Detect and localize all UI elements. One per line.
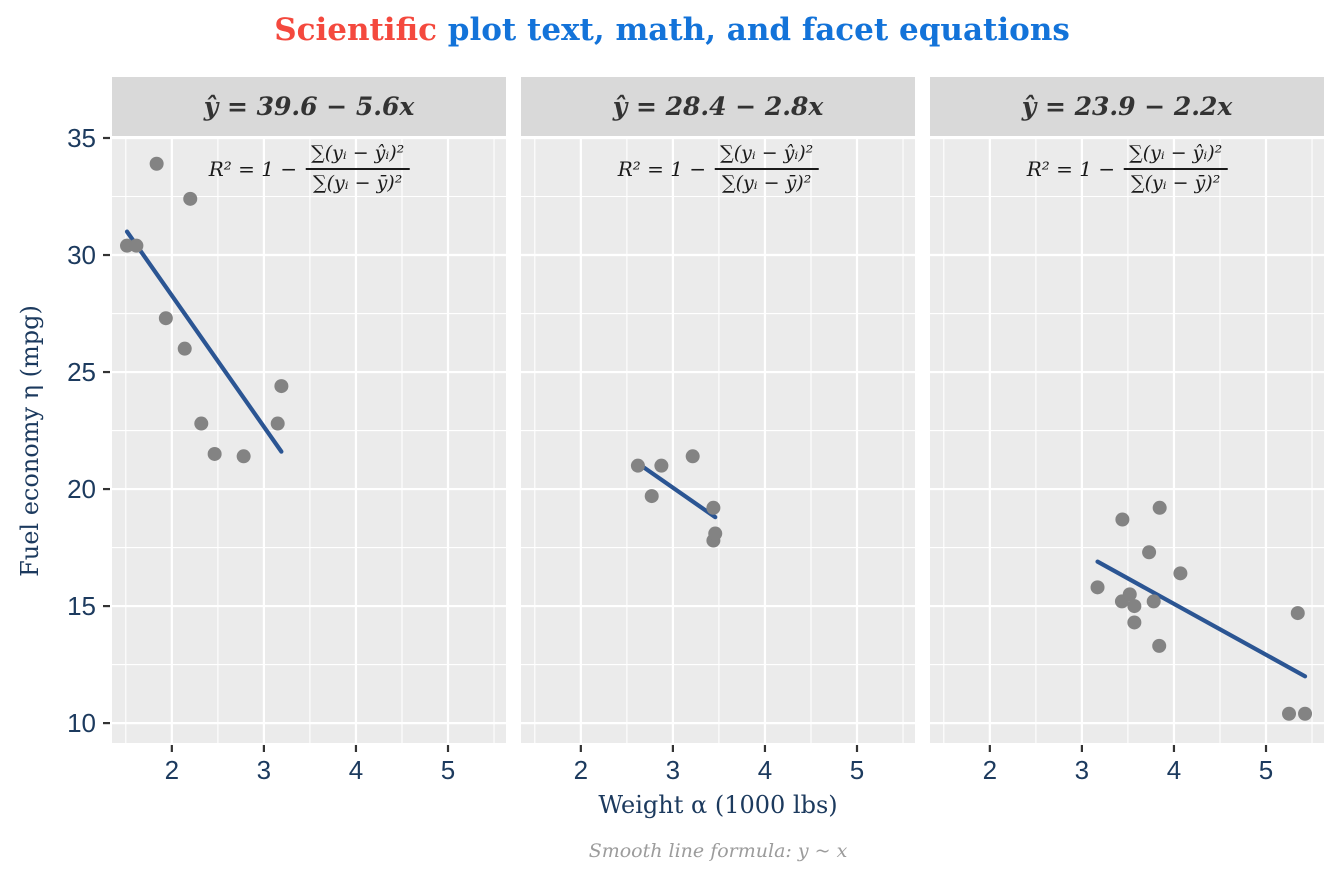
r-squared-lead: R² = 1 − <box>1026 156 1116 181</box>
data-point <box>1173 566 1188 581</box>
data-point <box>1090 580 1105 595</box>
fraction-denominator: ∑(yᵢ − ȳ)² <box>1131 171 1221 194</box>
data-point <box>270 416 285 431</box>
x-axis-ticks: 2 3 4 5 <box>983 745 1273 785</box>
data-point <box>1152 500 1167 515</box>
data-points <box>630 449 723 548</box>
major-gridlines <box>521 136 915 743</box>
data-point <box>183 191 198 206</box>
x-tick-label: 3 <box>257 755 271 785</box>
x-tick-label: 4 <box>1167 755 1181 785</box>
fraction-denominator: ∑(yᵢ − ȳ)² <box>313 171 403 194</box>
data-point <box>685 449 700 464</box>
smooth-line <box>635 461 718 520</box>
data-point <box>129 238 144 253</box>
data-point <box>207 446 222 461</box>
x-tick-label: 3 <box>666 755 680 785</box>
facet-1: 2 3 4 5 <box>112 136 506 785</box>
data-point <box>706 500 721 515</box>
data-points <box>120 156 289 464</box>
facet-strip-2: ŷ = 28.4 − 2.8x <box>521 77 915 136</box>
x-axis-ticks: 2 3 4 5 <box>165 745 455 785</box>
fraction-numerator: ∑(yᵢ − ŷᵢ)² <box>715 141 819 170</box>
data-point <box>654 458 669 473</box>
y-tick-label: 10 <box>67 708 96 738</box>
plot-title-rest: plot text, math, and facet equations <box>437 12 1070 48</box>
plot-title-highlight: Scientific <box>274 12 437 48</box>
facet-strip-3: ŷ = 23.9 − 2.2x <box>930 77 1324 136</box>
facet-equation-3: ŷ = 23.9 − 2.2x <box>1021 92 1233 121</box>
major-gridlines <box>112 136 506 743</box>
r-squared-annotation-3: R² = 1 − ∑(yᵢ − ŷᵢ)² ∑(yᵢ − ȳ)² <box>1027 141 1228 196</box>
y-axis-ticks: 10 15 20 25 30 35 <box>67 123 110 738</box>
y-tick-label: 20 <box>67 474 96 504</box>
data-point <box>1122 587 1137 602</box>
y-tick-label: 35 <box>67 123 96 153</box>
x-tick-label: 3 <box>1075 755 1089 785</box>
data-point <box>708 526 723 541</box>
x-tick-label: 2 <box>574 755 588 785</box>
minor-gridlines <box>521 138 915 743</box>
data-point <box>630 458 645 473</box>
x-tick-label: 4 <box>349 755 363 785</box>
fraction-denominator: ∑(yᵢ − ȳ)² <box>722 171 812 194</box>
r-squared-fraction: ∑(yᵢ − ŷᵢ)² ∑(yᵢ − ȳ)² <box>1124 141 1228 196</box>
plot-title: Scientific plot text, math, and facet eq… <box>0 12 1344 48</box>
smooth-line <box>124 229 284 454</box>
x-tick-label: 5 <box>1259 755 1273 785</box>
data-point <box>644 489 659 504</box>
data-point <box>158 311 173 326</box>
data-point <box>1115 512 1130 527</box>
x-tick-label: 4 <box>758 755 772 785</box>
x-axis-title: Weight α (1000 lbs) <box>598 791 838 819</box>
data-point <box>274 379 289 394</box>
facet-panel-2: R² = 1 − ∑(yᵢ − ŷᵢ)² ∑(yᵢ − ȳ)² <box>521 138 915 743</box>
facet-equation-2: ŷ = 28.4 − 2.8x <box>612 92 824 121</box>
x-tick-label: 2 <box>165 755 179 785</box>
x-tick-label: 5 <box>441 755 455 785</box>
r-squared-lead: R² = 1 − <box>617 156 707 181</box>
data-point <box>149 156 164 171</box>
data-point <box>1142 545 1157 560</box>
r-squared-annotation-2: R² = 1 − ∑(yᵢ − ŷᵢ)² ∑(yᵢ − ȳ)² <box>618 141 819 196</box>
r-squared-fraction: ∑(yᵢ − ŷᵢ)² ∑(yᵢ − ȳ)² <box>715 141 819 196</box>
data-point <box>1127 599 1142 614</box>
data-point <box>1282 706 1297 721</box>
data-point <box>1298 706 1313 721</box>
x-axis-ticks: 2 3 4 5 <box>574 745 864 785</box>
data-point <box>236 449 251 464</box>
data-point <box>1290 606 1305 621</box>
fraction-numerator: ∑(yᵢ − ŷᵢ)² <box>306 141 410 170</box>
data-point <box>1152 638 1167 653</box>
data-point <box>194 416 209 431</box>
minor-gridlines <box>930 138 1324 743</box>
x-tick-label: 5 <box>850 755 864 785</box>
facet-equation-1: ŷ = 39.6 − 5.6x <box>203 92 415 121</box>
plot-caption: Smooth line formula: y ~ x <box>588 840 848 862</box>
r-squared-annotation-1: R² = 1 − ∑(yᵢ − ŷᵢ)² ∑(yᵢ − ȳ)² <box>209 141 410 196</box>
x-tick-label: 2 <box>983 755 997 785</box>
data-point <box>1146 594 1161 609</box>
y-tick-label: 30 <box>67 240 96 270</box>
y-tick-label: 15 <box>67 591 96 621</box>
facet-panel-3: R² = 1 − ∑(yᵢ − ŷᵢ)² ∑(yᵢ − ȳ)² <box>930 138 1324 743</box>
data-point <box>177 341 192 356</box>
r-squared-fraction: ∑(yᵢ − ŷᵢ)² ∑(yᵢ − ȳ)² <box>306 141 410 196</box>
facet-2: 2 3 4 5 <box>521 136 915 785</box>
data-point <box>1127 615 1142 630</box>
facet-3: 2 3 4 5 <box>930 136 1324 785</box>
data-points <box>1090 500 1313 721</box>
facet-strip-1: ŷ = 39.6 − 5.6x <box>112 77 506 136</box>
smooth-line <box>1095 559 1308 679</box>
r-squared-lead: R² = 1 − <box>208 156 298 181</box>
minor-gridlines <box>112 138 506 743</box>
facet-panel-1: R² = 1 − ∑(yᵢ − ŷᵢ)² ∑(yᵢ − ȳ)² <box>112 138 506 743</box>
fraction-numerator: ∑(yᵢ − ŷᵢ)² <box>1124 141 1228 170</box>
y-tick-label: 25 <box>67 357 96 387</box>
